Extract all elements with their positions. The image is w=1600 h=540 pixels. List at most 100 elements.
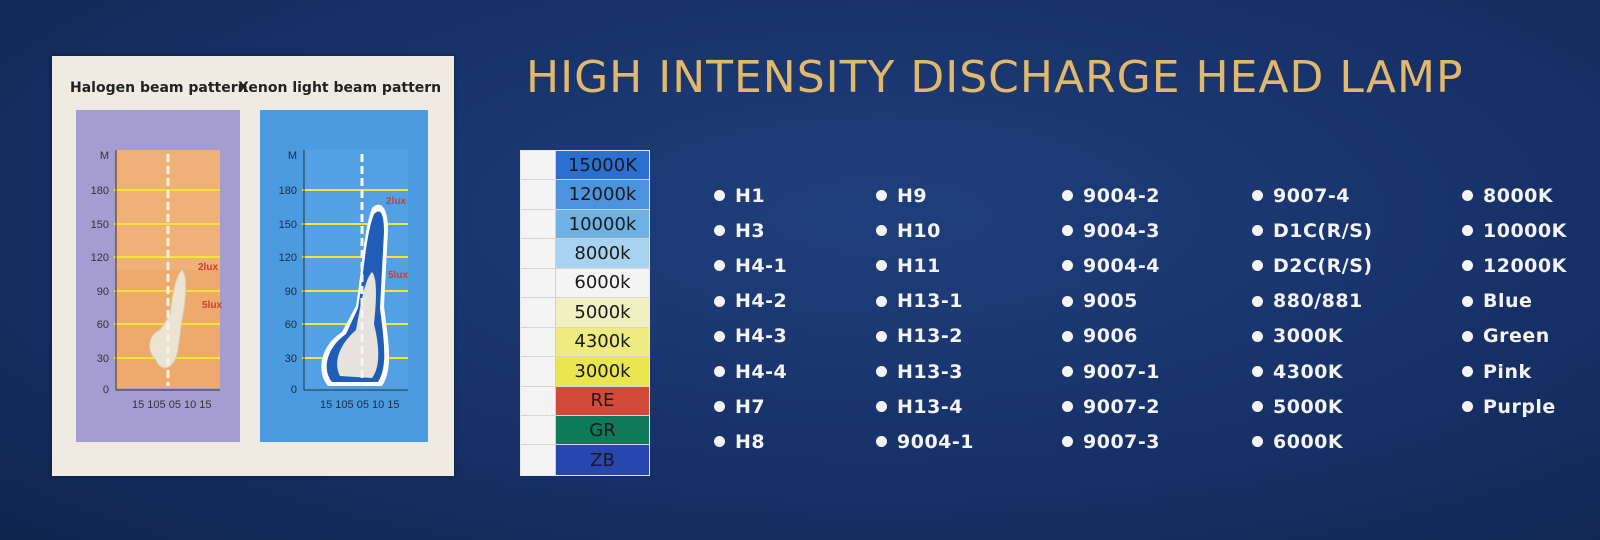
bulb-label: H4-1 xyxy=(735,254,788,277)
y-tick: 60 xyxy=(285,319,297,331)
bulb-label: 9007-1 xyxy=(1083,360,1160,383)
bulb-list-item: Blue xyxy=(1462,284,1567,319)
bulb-list-item: 5000K xyxy=(1252,389,1373,424)
bulb-list-item: D2C(R/S) xyxy=(1252,248,1373,283)
y-tick: 180 xyxy=(279,185,297,197)
bullet-icon xyxy=(1252,225,1263,237)
y-tick: 90 xyxy=(285,286,297,298)
bullet-icon xyxy=(1462,330,1473,342)
bullet-icon xyxy=(714,436,725,448)
swatch-blank-cell xyxy=(521,209,556,239)
bulb-label: H1 xyxy=(735,184,766,207)
swatch-color-cell: ZB xyxy=(556,445,649,475)
bulb-list-item: Pink xyxy=(1462,354,1567,389)
bulb-list-item: H3 xyxy=(714,213,787,248)
bulb-list-item: H1 xyxy=(714,178,787,213)
bulb-list-item: H8 xyxy=(714,424,787,459)
bulb-label: D1C(R/S) xyxy=(1273,219,1373,242)
bulb-label: 4300K xyxy=(1273,360,1344,383)
y-unit: M xyxy=(100,150,109,162)
bulb-list-item: H4-2 xyxy=(714,284,787,319)
bulb-list-col-4: 9007-4 D1C(R/S) D2C(R/S) 880/881 3000K 4300K 5… xyxy=(1252,178,1373,460)
bulb-label: 9007-3 xyxy=(1083,430,1160,453)
y-tick: 120 xyxy=(91,252,109,264)
bulb-list-item: 9004-4 xyxy=(1062,248,1160,283)
bulb-list-item: 9005 xyxy=(1062,284,1160,319)
bulb-label: 9004-2 xyxy=(1083,184,1160,207)
y-tick: 0 xyxy=(291,384,297,396)
swatch-row: 6000k xyxy=(521,268,649,299)
bulb-list-item: 8000K xyxy=(1462,178,1567,213)
bulb-list-item: 10000K xyxy=(1462,213,1567,248)
bulb-label: H11 xyxy=(897,254,941,277)
bulb-list-item: 6000K xyxy=(1252,424,1373,459)
bulb-list-item: H11 xyxy=(876,248,974,283)
swatch-row: 12000k xyxy=(521,180,649,210)
lux-label: 5lux xyxy=(202,300,222,311)
x-ticks: 15 105 05 10 15 xyxy=(132,399,212,411)
bulb-label: H3 xyxy=(735,219,766,242)
bulb-label: 9007-2 xyxy=(1083,395,1160,418)
bulb-label: H13-2 xyxy=(897,325,963,348)
y-tick: 120 xyxy=(279,252,297,264)
swatch-color-cell: RE xyxy=(556,386,649,415)
bulb-list-item: 9006 xyxy=(1062,319,1160,354)
bullet-icon xyxy=(714,190,725,202)
lux-label: 2lux xyxy=(198,262,218,273)
swatch-color-cell: 5000k xyxy=(556,298,649,327)
bulb-label: H13-4 xyxy=(897,395,963,418)
bulb-label: 8000K xyxy=(1483,184,1554,207)
bulb-list-item: H13-1 xyxy=(876,284,974,319)
bullet-icon xyxy=(1252,190,1263,202)
bulb-list-item: Green xyxy=(1462,319,1567,354)
bulb-label: 880/881 xyxy=(1273,290,1363,313)
bullet-icon xyxy=(1462,225,1473,237)
lux-label: 2lux xyxy=(386,196,406,207)
bulb-label: H7 xyxy=(735,395,766,418)
bullet-icon xyxy=(714,225,725,237)
bullet-icon xyxy=(876,401,887,413)
bulb-list-item: H4-3 xyxy=(714,319,787,354)
bullet-icon xyxy=(1252,330,1263,342)
bulb-list-item: H4-4 xyxy=(714,354,787,389)
swatch-row: ZB xyxy=(521,445,649,475)
bulb-label: 9004-1 xyxy=(897,430,974,453)
swatch-blank-cell xyxy=(521,268,556,298)
bullet-icon xyxy=(876,190,887,202)
bullet-icon xyxy=(714,295,725,307)
swatch-row: 15000K xyxy=(521,151,649,181)
bulb-label: Pink xyxy=(1483,360,1532,383)
bulb-list-item: 4300K xyxy=(1252,354,1373,389)
y-tick: 90 xyxy=(97,286,109,298)
swatch-color-cell: 12000k xyxy=(556,180,649,209)
bullet-icon xyxy=(1252,295,1263,307)
bullet-icon xyxy=(1062,330,1073,342)
swatch-row: 3000k xyxy=(521,357,649,387)
bulb-label: Purple xyxy=(1483,395,1556,418)
swatch-blank-cell xyxy=(521,386,556,415)
bulb-label: 10000K xyxy=(1483,219,1567,242)
bulb-label: H9 xyxy=(897,184,928,207)
swatch-blank-cell xyxy=(521,151,556,180)
bulb-list-item: 9007-3 xyxy=(1062,424,1160,459)
color-temperature-swatches: 15000K 12000k 10000k 8000k 6000k 5000k 4300k 30… xyxy=(520,150,650,476)
swatch-blank-cell xyxy=(521,239,556,268)
y-tick: 30 xyxy=(97,353,109,365)
x-ticks: 15 105 05 10 15 xyxy=(320,399,400,411)
bullet-icon xyxy=(1252,436,1263,448)
y-tick: 0 xyxy=(103,384,109,396)
bullet-icon xyxy=(714,260,725,272)
bulb-label: H13-1 xyxy=(897,290,963,313)
swatch-color-cell: 8000k xyxy=(556,239,649,268)
bullet-icon xyxy=(1462,260,1473,272)
bulb-label: 3000K xyxy=(1273,325,1344,348)
bullet-icon xyxy=(1252,260,1263,272)
bullet-icon xyxy=(1062,401,1073,413)
bulb-label: D2C(R/S) xyxy=(1273,254,1373,277)
bullet-icon xyxy=(1062,260,1073,272)
beam-pattern-panel: Halogen beam pattern Xenon light beam pa… xyxy=(52,56,454,476)
bulb-list-col-3: 9004-2 9004-3 9004-4 9005 9006 9007-1 9007-2 90… xyxy=(1062,178,1160,460)
swatch-color-cell: 15000K xyxy=(556,151,649,180)
bulb-list-item: 9004-1 xyxy=(876,424,974,459)
bulb-label: Blue xyxy=(1483,290,1533,313)
